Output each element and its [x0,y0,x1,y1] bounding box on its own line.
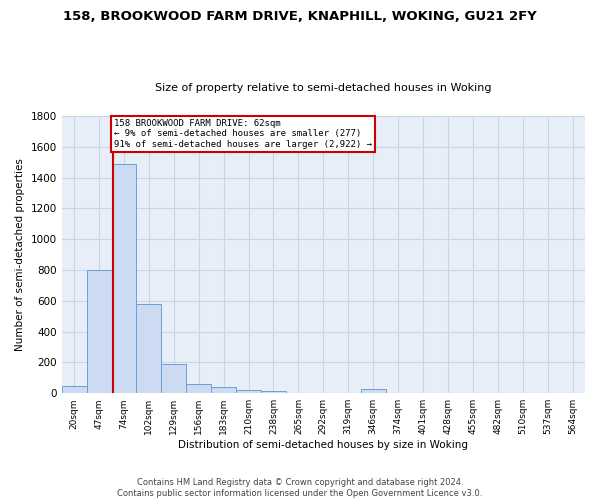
Text: 158 BROOKWOOD FARM DRIVE: 62sqm
← 9% of semi-detached houses are smaller (277)
9: 158 BROOKWOOD FARM DRIVE: 62sqm ← 9% of … [114,119,372,149]
Bar [161,364,186,393]
Bar [86,270,112,393]
Title: Size of property relative to semi-detached houses in Woking: Size of property relative to semi-detach… [155,83,491,93]
Text: Contains HM Land Registry data © Crown copyright and database right 2024.
Contai: Contains HM Land Registry data © Crown c… [118,478,482,498]
Bar [112,164,136,393]
Bar [211,388,236,393]
Bar [236,390,261,393]
Bar [261,391,286,393]
X-axis label: Distribution of semi-detached houses by size in Woking: Distribution of semi-detached houses by … [178,440,469,450]
Text: 158, BROOKWOOD FARM DRIVE, KNAPHILL, WOKING, GU21 2FY: 158, BROOKWOOD FARM DRIVE, KNAPHILL, WOK… [63,10,537,23]
Y-axis label: Number of semi-detached properties: Number of semi-detached properties [15,158,25,351]
Bar [62,386,86,393]
Bar [361,390,386,393]
Bar [186,384,211,393]
Bar [136,304,161,393]
